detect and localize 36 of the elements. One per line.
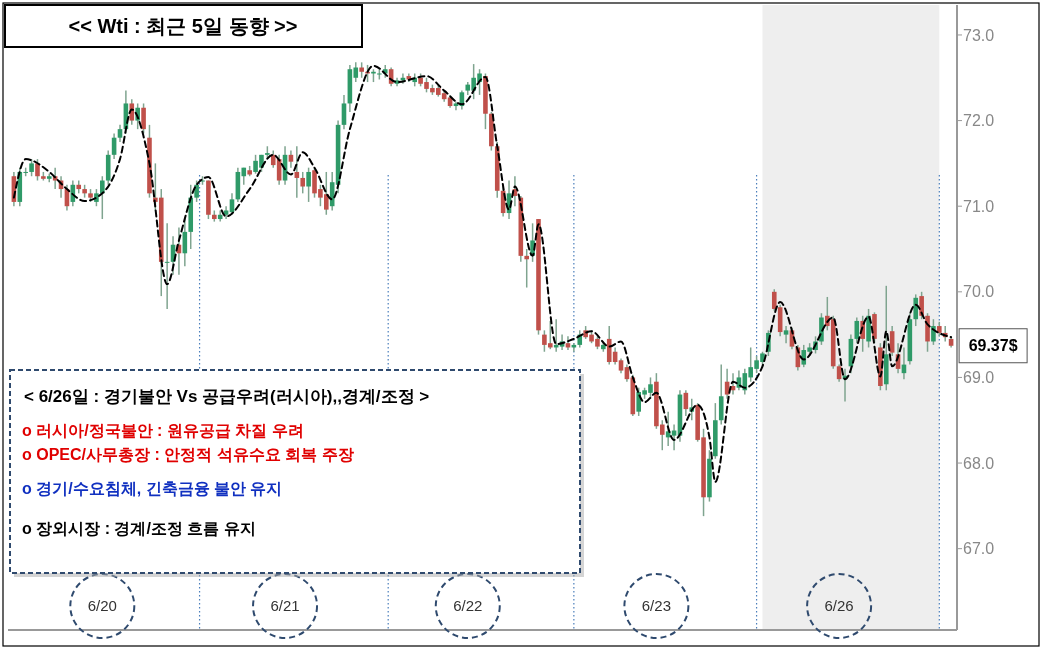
candlestick — [919, 291, 924, 320]
y-tick-label: 69.0 — [963, 369, 995, 387]
line-series — [12, 64, 953, 483]
candlestick — [854, 316, 860, 344]
candlestick — [141, 102, 146, 135]
y-tick-label: 70.0 — [963, 283, 995, 301]
candlestick — [306, 166, 311, 203]
candlestick — [35, 158, 40, 182]
candlestick — [889, 325, 895, 357]
x-tick-label: 6/20 — [87, 597, 117, 615]
annotation: o OPEC/사무총장 : 안정적 석유수요 회복 주장 — [22, 446, 354, 463]
candlestick — [931, 318, 936, 346]
annotation: < 6/26일 : 경기불안 Vs 공급우려(러시아),,경계/조정 > — [24, 387, 430, 406]
candlestick — [524, 248, 530, 289]
y-tick-label: 68.0 — [963, 454, 995, 472]
candlestick — [100, 175, 105, 220]
y-tick-label: 71.0 — [963, 197, 995, 215]
y-tick-label: 67.0 — [963, 540, 995, 558]
candlestick — [783, 325, 789, 344]
y-tick-label: 72.0 — [963, 112, 995, 130]
candlestick — [718, 363, 724, 426]
x-tick-label: 6/21 — [270, 597, 300, 615]
text: 69.37$ — [968, 337, 1018, 355]
candlestick — [913, 293, 919, 327]
x-tick-label: 6/22 — [453, 597, 483, 615]
candlestick — [341, 94, 347, 130]
text: << Wti : 최근 5일 동향 >> — [68, 15, 298, 37]
y-tick-label: 73.0 — [963, 26, 995, 44]
annotation: o 경기/수요침체, 긴축금융 불안 유지 — [22, 480, 283, 497]
annotation: o 러시아/정국불안 : 원유공급 차질 우려 — [22, 422, 304, 439]
candlestick — [771, 288, 777, 312]
x-tick-label: 6/26 — [824, 597, 854, 615]
candlestick — [194, 179, 199, 203]
annotation: o 장외시장 : 경계/조정 흐름 유지 — [22, 520, 256, 537]
candlestick — [300, 171, 306, 195]
x-tick-label: 6/23 — [641, 597, 671, 615]
